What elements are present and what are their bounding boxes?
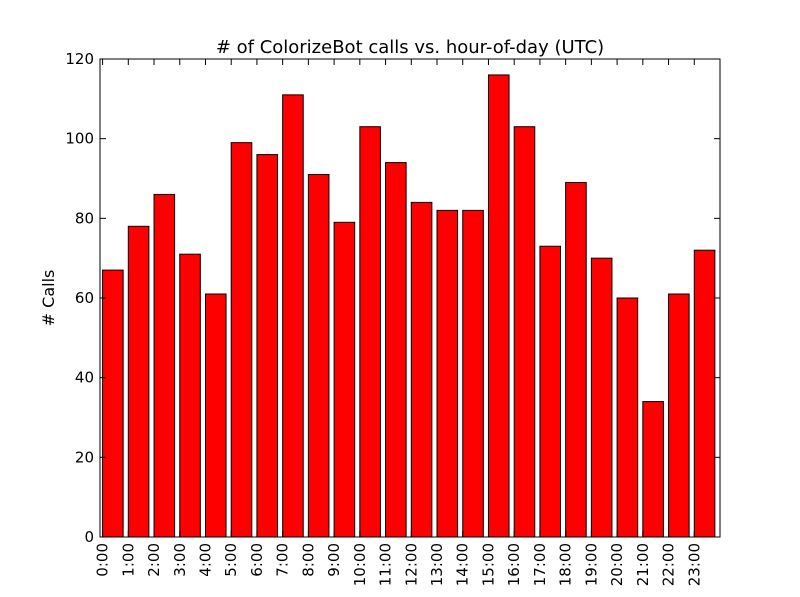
y-tick-label-80: 80	[75, 209, 94, 227]
plot-area-frame	[99, 58, 721, 538]
x-tick-label-7-00: 7:00	[274, 543, 292, 577]
y-tick-label-0: 0	[84, 528, 94, 546]
x-tick-label-6-00: 6:00	[248, 543, 266, 577]
bar-11-00	[385, 162, 407, 538]
x-tick-label-14-00: 14:00	[454, 543, 472, 586]
x-tick-label-13-00: 13:00	[428, 543, 446, 586]
y-tick-label-40: 40	[75, 369, 94, 387]
x-tick-label-18-00: 18:00	[557, 543, 575, 586]
bar-22-00	[668, 293, 690, 538]
bar-12-00	[410, 201, 433, 538]
bar-1-00	[127, 225, 150, 538]
x-axis-ticks: 0:00 1:00 2:00 3:00 4:00 5:00 6:00 7:00 8:00 9:00…	[94, 59, 703, 586]
x-tick-label-21-00: 21:00	[634, 543, 652, 586]
x-tick-label-3-00: 3:00	[171, 543, 189, 577]
x-tick-label-19-00: 19:00	[582, 543, 600, 586]
bar-21-00	[642, 401, 664, 538]
x-tick-label-17-00: 17:00	[531, 543, 549, 586]
bar-9-00	[333, 221, 356, 538]
y-tick-label-20: 20	[75, 448, 94, 466]
bar-8-00	[307, 174, 330, 538]
bar-16-00	[513, 126, 536, 538]
bar-19-00	[590, 257, 613, 538]
bar-4-00	[204, 293, 227, 538]
x-tick-label-5-00: 5:00	[222, 543, 240, 577]
x-tick-label-4-00: 4:00	[196, 543, 214, 577]
x-tick-label-22-00: 22:00	[660, 543, 678, 586]
y-axis-title: # Calls	[39, 270, 58, 327]
y-axis-ticks: 0 20 40 60 80 100 120	[65, 50, 720, 546]
bars-group	[102, 74, 716, 538]
x-tick-label-2-00: 2:00	[145, 543, 163, 577]
x-tick-label-16-00: 16:00	[505, 543, 523, 586]
x-tick-label-15-00: 15:00	[479, 543, 497, 586]
bar-2-00	[153, 193, 176, 538]
bar-0-00	[102, 269, 124, 538]
chart-title: # of ColorizeBot calls vs. hour-of-day (…	[216, 37, 604, 58]
bar-7-00	[282, 94, 304, 538]
y-tick-label-120: 120	[65, 50, 94, 68]
x-tick-label-11-00: 11:00	[377, 543, 395, 586]
x-tick-label-12-00: 12:00	[402, 543, 420, 586]
bar-23-00	[693, 249, 716, 538]
x-tick-label-20-00: 20:00	[608, 543, 626, 586]
x-tick-label-10-00: 10:00	[351, 543, 369, 586]
bar-13-00	[436, 209, 459, 538]
bar-6-00	[256, 154, 279, 538]
bar-15-00	[487, 74, 510, 538]
bar-3-00	[179, 253, 201, 538]
x-tick-label-8-00: 8:00	[299, 543, 317, 577]
x-tick-label-0-00: 0:00	[94, 543, 112, 577]
bar-17-00	[539, 245, 561, 538]
x-tick-label-1-00: 1:00	[119, 543, 137, 577]
bar-5-00	[230, 142, 253, 538]
x-tick-label-23-00: 23:00	[685, 543, 703, 586]
y-tick-label-100: 100	[65, 130, 94, 148]
x-tick-label-9-00: 9:00	[325, 543, 343, 577]
y-tick-label-60: 60	[75, 289, 94, 307]
bar-20-00	[616, 297, 639, 538]
bar-14-00	[462, 209, 484, 538]
bar-10-00	[359, 126, 381, 538]
bar-18-00	[565, 181, 587, 538]
